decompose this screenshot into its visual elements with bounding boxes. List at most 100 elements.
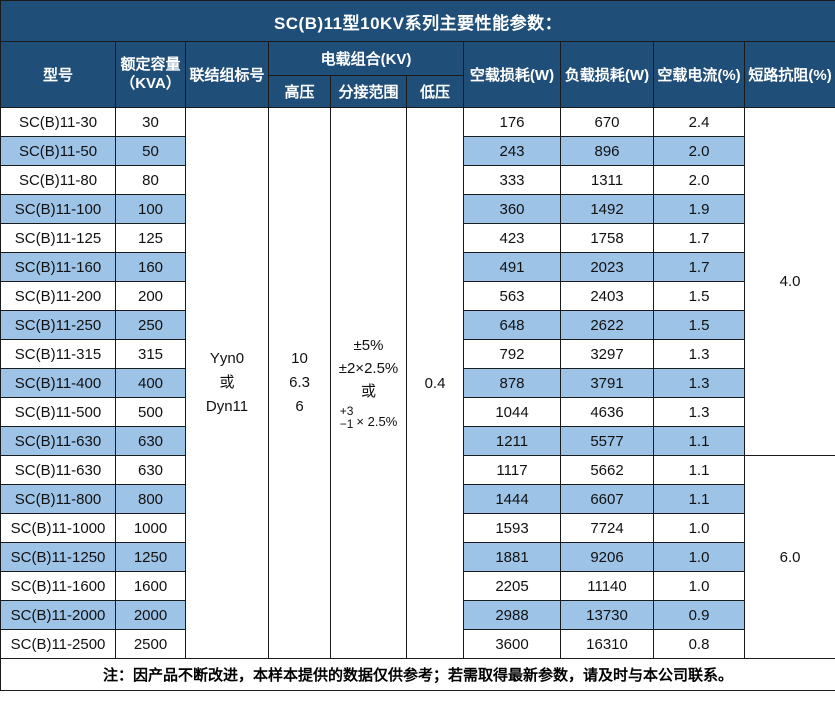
- cell-model: SC(B)11-1000: [0, 513, 116, 543]
- performance-table: SC(B)11型10KV系列主要性能参数： 型号 额定容量 （KVA） 联结组标…: [0, 0, 835, 691]
- table-row: SC(B)11-30 30 Yyn0 或 Dyn11 10 6.3 6 ±5% ±2×2.5% 或 +…: [0, 107, 835, 659]
- cell-capacity: 100: [115, 194, 186, 224]
- col-header-impedance: 短路抗阻(%): [743, 41, 835, 108]
- cell-no-load-current: 1.3: [653, 368, 745, 398]
- table-row: SC(B)11-2000 2000 2988 13730 0.9: [0, 600, 835, 630]
- cell-model: SC(B)11-30: [0, 107, 116, 137]
- cell-no-load-loss: 3600: [463, 629, 561, 659]
- cell-load-loss: 1492: [560, 194, 654, 224]
- header-row-2: 高压 分接范围 低压: [1, 75, 835, 108]
- cell-load-loss: 7724: [560, 513, 654, 543]
- cell-capacity: 1600: [115, 571, 186, 601]
- col-header-capacity-line1: 额定容量: [120, 55, 181, 73]
- cell-no-load-current: 1.3: [653, 397, 745, 427]
- col-header-capacity-line2: （KVA）: [120, 74, 181, 92]
- table-row: SC(B)11-160 160 491 2023 1.7: [0, 252, 835, 282]
- col-header-capacity: 额定容量 （KVA）: [115, 41, 186, 108]
- lv-cell: 0.4: [406, 107, 464, 659]
- table-row: SC(B)11-250 250 648 2622 1.5: [0, 310, 835, 340]
- cell-load-loss: 896: [560, 136, 654, 166]
- cell-model: SC(B)11-1250: [0, 542, 116, 572]
- cell-no-load-loss: 648: [463, 310, 561, 340]
- cell-no-load-loss: 243: [463, 136, 561, 166]
- table-row: SC(B)11-400 400 878 3791 1.3: [0, 368, 835, 398]
- table-row: SC(B)11-1600 1600 2205 11140 1.0: [0, 571, 835, 601]
- cell-model: SC(B)11-160: [0, 252, 116, 282]
- cell-no-load-loss: 2205: [463, 571, 561, 601]
- footnote: 注：因产品不断改进，本样本提供的数据仅供参考；若需取得最新参数，请及时与本公司联…: [0, 658, 835, 691]
- col-header-load-loss: 负载损耗(W): [560, 41, 654, 108]
- footer-row: 注：因产品不断改进，本样本提供的数据仅供参考；若需取得最新参数，请及时与本公司联…: [0, 658, 835, 691]
- cell-load-loss: 5662: [560, 455, 654, 485]
- cell-capacity: 630: [115, 455, 186, 485]
- cell-capacity: 1000: [115, 513, 186, 543]
- cell-capacity: 630: [115, 426, 186, 456]
- col-header-voltage-combo: 电载组合(KV): [268, 41, 464, 76]
- tap-range-cell: ±5% ±2×2.5% 或 +3 −1 × 2.5%: [330, 107, 407, 659]
- cell-load-loss: 2403: [560, 281, 654, 311]
- cell-model: SC(B)11-50: [0, 136, 116, 166]
- table-body: SC(B)11-30 30 Yyn0 或 Dyn11 10 6.3 6 ±5% ±2×2.5% 或 +…: [0, 107, 835, 659]
- col-header-tap-range: 分接范围: [330, 75, 407, 108]
- cell-no-load-loss: 1117: [463, 455, 561, 485]
- cell-load-loss: 2622: [560, 310, 654, 340]
- cell-no-load-loss: 2988: [463, 600, 561, 630]
- cell-no-load-current: 1.5: [653, 310, 745, 340]
- cell-model: SC(B)11-315: [0, 339, 116, 369]
- cell-no-load-current: 1.3: [653, 339, 745, 369]
- cell-no-load-loss: 423: [463, 223, 561, 253]
- table-row: SC(B)11-500 500 1044 4636 1.3: [0, 397, 835, 427]
- cell-load-loss: 16310: [560, 629, 654, 659]
- cell-no-load-loss: 1593: [463, 513, 561, 543]
- cell-load-loss: 670: [560, 107, 654, 137]
- cell-load-loss: 3297: [560, 339, 654, 369]
- table-row: SC(B)11-125 125 423 1758 1.7: [0, 223, 835, 253]
- table-row: SC(B)11-630 630 1211 5577 1.1: [0, 426, 835, 456]
- cell-no-load-current: 1.1: [653, 484, 745, 514]
- cell-no-load-loss: 176: [463, 107, 561, 137]
- cell-no-load-current: 0.9: [653, 600, 745, 630]
- cell-no-load-current: 2.0: [653, 165, 745, 195]
- cell-model: SC(B)11-80: [0, 165, 116, 195]
- tap-fraction: +3 −1 × 2.5%: [339, 403, 398, 432]
- table-row: SC(B)11-1000 1000 1593 7724 1.0: [0, 513, 835, 543]
- impedance-cell: 4.0: [743, 107, 835, 456]
- cell-model: SC(B)11-200: [0, 281, 116, 311]
- cell-model: SC(B)11-2000: [0, 600, 116, 630]
- cell-no-load-loss: 1881: [463, 542, 561, 572]
- cell-load-loss: 3791: [560, 368, 654, 398]
- cell-capacity: 800: [115, 484, 186, 514]
- table-row: SC(B)11-800 800 1444 6607 1.1: [0, 484, 835, 514]
- cell-no-load-current: 1.5: [653, 281, 745, 311]
- table-row: SC(B)11-80 80 333 1311 2.0: [0, 165, 835, 195]
- cell-model: SC(B)11-125: [0, 223, 116, 253]
- cell-capacity: 250: [115, 310, 186, 340]
- cell-no-load-loss: 792: [463, 339, 561, 369]
- cell-no-load-loss: 360: [463, 194, 561, 224]
- cell-no-load-loss: 1444: [463, 484, 561, 514]
- cell-no-load-loss: 878: [463, 368, 561, 398]
- table-row: SC(B)11-50 50 243 896 2.0: [0, 136, 835, 166]
- cell-capacity: 1250: [115, 542, 186, 572]
- cell-capacity: 50: [115, 136, 186, 166]
- cell-model: SC(B)11-2500: [0, 629, 116, 659]
- cell-no-load-loss: 1211: [463, 426, 561, 456]
- cell-model: SC(B)11-800: [0, 484, 116, 514]
- cell-capacity: 400: [115, 368, 186, 398]
- cell-load-loss: 1311: [560, 165, 654, 195]
- cell-no-load-current: 0.8: [653, 629, 745, 659]
- title-row: SC(B)11型10KV系列主要性能参数：: [0, 0, 835, 42]
- cell-model: SC(B)11-630: [0, 455, 116, 485]
- cell-no-load-loss: 1044: [463, 397, 561, 427]
- table-row: SC(B)11-630 630 1117 5662 1.1 6.0: [0, 455, 835, 659]
- cell-load-loss: 9206: [560, 542, 654, 572]
- tap-range-content: ±5% ±2×2.5% 或 +3 −1 × 2.5%: [338, 336, 399, 432]
- cell-load-loss: 13730: [560, 600, 654, 630]
- cell-capacity: 500: [115, 397, 186, 427]
- cell-no-load-current: 1.1: [653, 455, 745, 485]
- cell-model: SC(B)11-400: [0, 368, 116, 398]
- table-row: SC(B)11-1250 1250 1881 9206 1.0: [0, 542, 835, 572]
- cell-no-load-current: 1.0: [653, 542, 745, 572]
- cell-no-load-current: 1.7: [653, 252, 745, 282]
- cell-no-load-current: 1.1: [653, 426, 745, 456]
